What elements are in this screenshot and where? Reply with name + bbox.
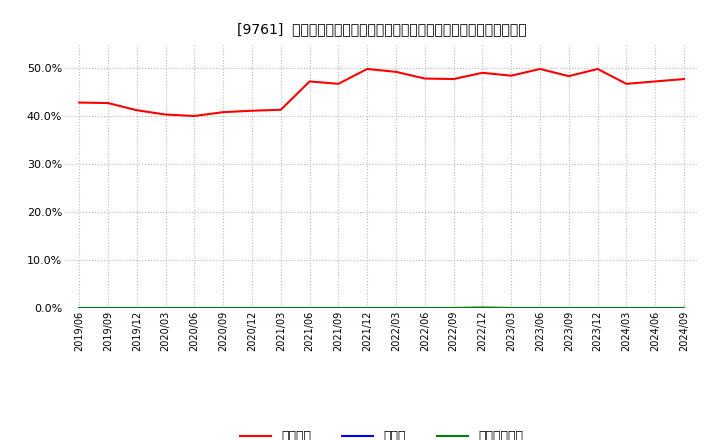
繰延税金資産 <box>132 305 141 311</box>
繰延税金資産 <box>161 305 170 311</box>
Legend: 自己資本, のれん, 繰延税金資産: 自己資本, のれん, 繰延税金資産 <box>235 425 528 440</box>
自己資本 <box>449 77 458 82</box>
のれん <box>593 305 602 311</box>
のれん <box>104 305 112 311</box>
のれん <box>75 305 84 311</box>
のれん <box>190 305 199 311</box>
自己資本 <box>651 79 660 84</box>
繰延税金資産 <box>248 305 256 311</box>
自己資本 <box>276 107 285 112</box>
繰延税金資産 <box>276 305 285 311</box>
繰延税金資産 <box>420 305 429 311</box>
のれん <box>478 305 487 311</box>
自己資本 <box>536 66 544 72</box>
のれん <box>564 305 573 311</box>
のれん <box>219 305 228 311</box>
繰延税金資産 <box>680 305 688 311</box>
繰延税金資産 <box>651 305 660 311</box>
自己資本 <box>507 73 516 78</box>
自己資本 <box>75 100 84 105</box>
繰延税金資産 <box>478 305 487 310</box>
自己資本 <box>392 69 400 74</box>
自己資本 <box>593 66 602 72</box>
自己資本 <box>564 73 573 79</box>
繰延税金資産 <box>305 305 314 311</box>
自己資本 <box>305 79 314 84</box>
Title: [9761]  自己資本、のれん、繰延税金資産の総資産に対する比率の推移: [9761] 自己資本、のれん、繰延税金資産の総資産に対する比率の推移 <box>237 22 526 36</box>
繰延税金資産 <box>564 305 573 311</box>
自己資本 <box>420 76 429 81</box>
自己資本 <box>622 81 631 87</box>
のれん <box>680 305 688 311</box>
のれん <box>392 305 400 311</box>
のれん <box>248 305 256 311</box>
のれん <box>305 305 314 311</box>
のれん <box>132 305 141 311</box>
のれん <box>507 305 516 311</box>
のれん <box>449 305 458 311</box>
繰延税金資産 <box>593 305 602 311</box>
繰延税金資産 <box>449 305 458 311</box>
のれん <box>363 305 372 311</box>
繰延税金資産 <box>507 305 516 311</box>
繰延税金資産 <box>622 305 631 311</box>
Line: 自己資本: 自己資本 <box>79 69 684 116</box>
自己資本 <box>132 108 141 113</box>
自己資本 <box>478 70 487 75</box>
のれん <box>536 305 544 311</box>
自己資本 <box>104 100 112 106</box>
繰延税金資産 <box>392 305 400 311</box>
繰延税金資産 <box>363 305 372 311</box>
のれん <box>161 305 170 311</box>
のれん <box>622 305 631 311</box>
のれん <box>651 305 660 311</box>
のれん <box>276 305 285 311</box>
繰延税金資産 <box>536 305 544 311</box>
自己資本 <box>161 112 170 117</box>
自己資本 <box>248 108 256 114</box>
自己資本 <box>190 114 199 119</box>
自己資本 <box>363 66 372 72</box>
繰延税金資産 <box>219 305 228 311</box>
のれん <box>420 305 429 311</box>
繰延税金資産 <box>334 305 343 311</box>
自己資本 <box>219 110 228 115</box>
自己資本 <box>334 81 343 87</box>
繰延税金資産 <box>190 305 199 311</box>
繰延税金資産 <box>75 305 84 311</box>
のれん <box>334 305 343 311</box>
繰延税金資産 <box>104 305 112 311</box>
自己資本 <box>680 77 688 82</box>
